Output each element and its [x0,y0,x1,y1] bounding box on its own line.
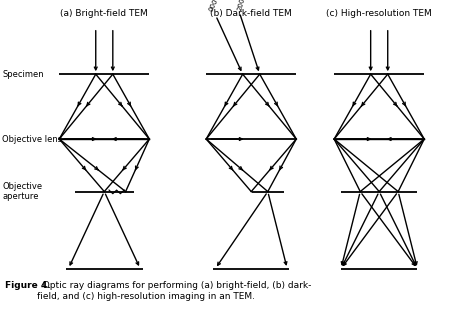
Text: Optic ray diagrams for performing (a) bright-field, (b) dark-
field, and (c) hig: Optic ray diagrams for performing (a) br… [37,281,311,301]
Text: (a) Bright-field TEM: (a) Bright-field TEM [60,9,148,18]
Text: Specimen: Specimen [2,70,44,79]
Text: (b) Dark-field TEM: (b) Dark-field TEM [210,9,292,18]
Text: 200: 200 [237,0,246,11]
Text: (c) High-resolution TEM: (c) High-resolution TEM [326,9,432,18]
Text: 000: 000 [208,0,219,12]
Text: Objective lens: Objective lens [2,134,63,144]
Text: Figure 4.: Figure 4. [5,281,50,290]
Text: Objective
aperture: Objective aperture [2,182,43,201]
